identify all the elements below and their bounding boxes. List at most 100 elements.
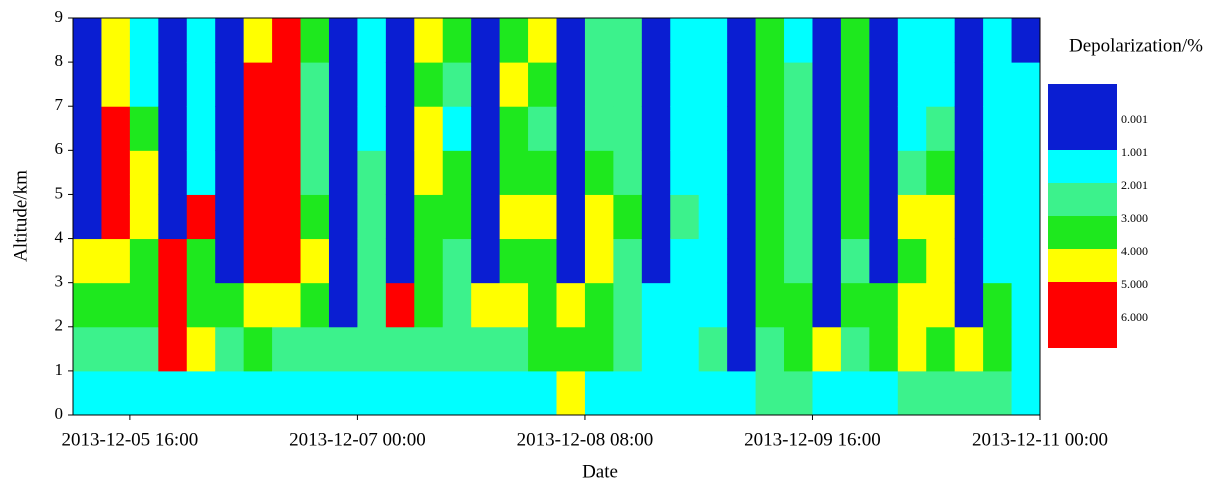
- heatmap-cell: [698, 62, 728, 107]
- heatmap-cell: [357, 282, 387, 328]
- heatmap-cell: [869, 62, 899, 107]
- heatmap-cell: [869, 370, 899, 416]
- heatmap-cell: [272, 326, 302, 372]
- heatmap-cell: [641, 370, 671, 416]
- heatmap-cell: [101, 326, 131, 372]
- heatmap-cell: [954, 150, 984, 195]
- heatmap-cell: [158, 150, 188, 195]
- heatmap-cell: [73, 62, 102, 107]
- heatmap-cell: [300, 194, 330, 240]
- heatmap-cell: [73, 106, 102, 151]
- heatmap-cell: [129, 194, 159, 240]
- heatmap-cell: [328, 18, 358, 63]
- colorbar-label: 3.000: [1121, 211, 1148, 225]
- heatmap-cell: [499, 238, 529, 284]
- heatmap-cell: [869, 326, 899, 372]
- heatmap-cell: [385, 106, 415, 151]
- heatmap-cell: [755, 194, 785, 240]
- heatmap-cell: [385, 370, 415, 416]
- heatmap-cell: [528, 194, 557, 240]
- heatmap-cell: [840, 62, 870, 107]
- heatmap-cell: [414, 282, 444, 328]
- heatmap-cell: [727, 238, 757, 284]
- heatmap-cell: [414, 106, 444, 151]
- heatmap-cell: [186, 326, 216, 372]
- heatmap-cell: [556, 194, 586, 240]
- heatmap-cell: [357, 238, 387, 284]
- heatmap-cell: [215, 150, 245, 195]
- heatmap-cell: [840, 326, 870, 372]
- heatmap-cell: [926, 370, 956, 416]
- heatmap-cell: [812, 238, 842, 284]
- heatmap-cell: [954, 106, 984, 151]
- heatmap-cell: [129, 150, 159, 195]
- heatmap-cell: [328, 106, 358, 151]
- heatmap-cell: [272, 62, 302, 107]
- heatmap-cell: [641, 150, 671, 195]
- heatmap-cell: [840, 282, 870, 328]
- heatmap-cell: [471, 370, 501, 416]
- heatmap-cell: [727, 370, 757, 416]
- heatmap-cell: [471, 282, 501, 328]
- heatmap-cell: [584, 238, 614, 284]
- heatmap-cell: [556, 18, 586, 63]
- heatmap-cell: [272, 238, 302, 284]
- heatmap-cell: [897, 150, 927, 195]
- heatmap-cell: [584, 282, 614, 328]
- heatmap-cell: [243, 194, 273, 240]
- heatmap-cell: [243, 150, 273, 195]
- heatmap-cell: [641, 326, 671, 372]
- heatmap-cell: [158, 62, 188, 107]
- heatmap-cell: [897, 370, 927, 416]
- heatmap-cell: [926, 62, 956, 107]
- heatmap-cell: [528, 326, 557, 372]
- heatmap-cell: [215, 18, 245, 63]
- heatmap-cell: [584, 150, 614, 195]
- heatmap-cell: [471, 150, 501, 195]
- heatmap-cell: [385, 18, 415, 63]
- heatmap-cell: [897, 238, 927, 284]
- heatmap-cell: [983, 238, 1013, 284]
- y-tick-label: 2: [55, 316, 64, 335]
- heatmap-cell: [414, 326, 444, 372]
- colorbar-swatch: [1048, 216, 1117, 249]
- colorbar-swatch: [1048, 84, 1117, 150]
- heatmap-cell: [727, 106, 757, 151]
- heatmap-cell: [243, 370, 273, 416]
- heatmap-cell: [897, 62, 927, 107]
- heatmap-cell: [129, 106, 159, 151]
- heatmap-cell: [385, 282, 415, 328]
- heatmap-cell: [300, 282, 330, 328]
- heatmap-cell: [243, 62, 273, 107]
- heatmap-cell: [954, 370, 984, 416]
- heatmap-cell: [869, 282, 899, 328]
- heatmap-cell: [528, 282, 557, 328]
- heatmap-cell: [727, 62, 757, 107]
- heatmap-cell: [442, 238, 472, 284]
- heatmap-cell: [926, 194, 956, 240]
- heatmap-cell: [812, 282, 842, 328]
- heatmap-cell: [471, 18, 501, 63]
- heatmap-cell: [158, 282, 188, 328]
- heatmap-cell: [300, 238, 330, 284]
- heatmap-cell: [641, 62, 671, 107]
- y-tick-label: 8: [55, 51, 64, 70]
- heatmap-cell: [328, 282, 358, 328]
- heatmap-cell: [926, 326, 956, 372]
- heatmap-cell: [698, 194, 728, 240]
- heatmap-cell: [215, 326, 245, 372]
- heatmap-cell: [243, 18, 273, 63]
- heatmap-cell: [528, 18, 557, 63]
- heatmap-cell: [186, 150, 216, 195]
- heatmap-cell: [528, 150, 557, 195]
- heatmap-cell: [641, 106, 671, 151]
- heatmap-cell: [528, 106, 557, 151]
- heatmap-cell: [1011, 194, 1041, 240]
- heatmap-cell: [727, 194, 757, 240]
- heatmap-cell: [613, 282, 643, 328]
- heatmap-cell: [272, 150, 302, 195]
- heatmap-cell: [897, 106, 927, 151]
- heatmap-cell: [328, 326, 358, 372]
- heatmap-cell: [784, 106, 813, 151]
- heatmap-cell: [272, 194, 302, 240]
